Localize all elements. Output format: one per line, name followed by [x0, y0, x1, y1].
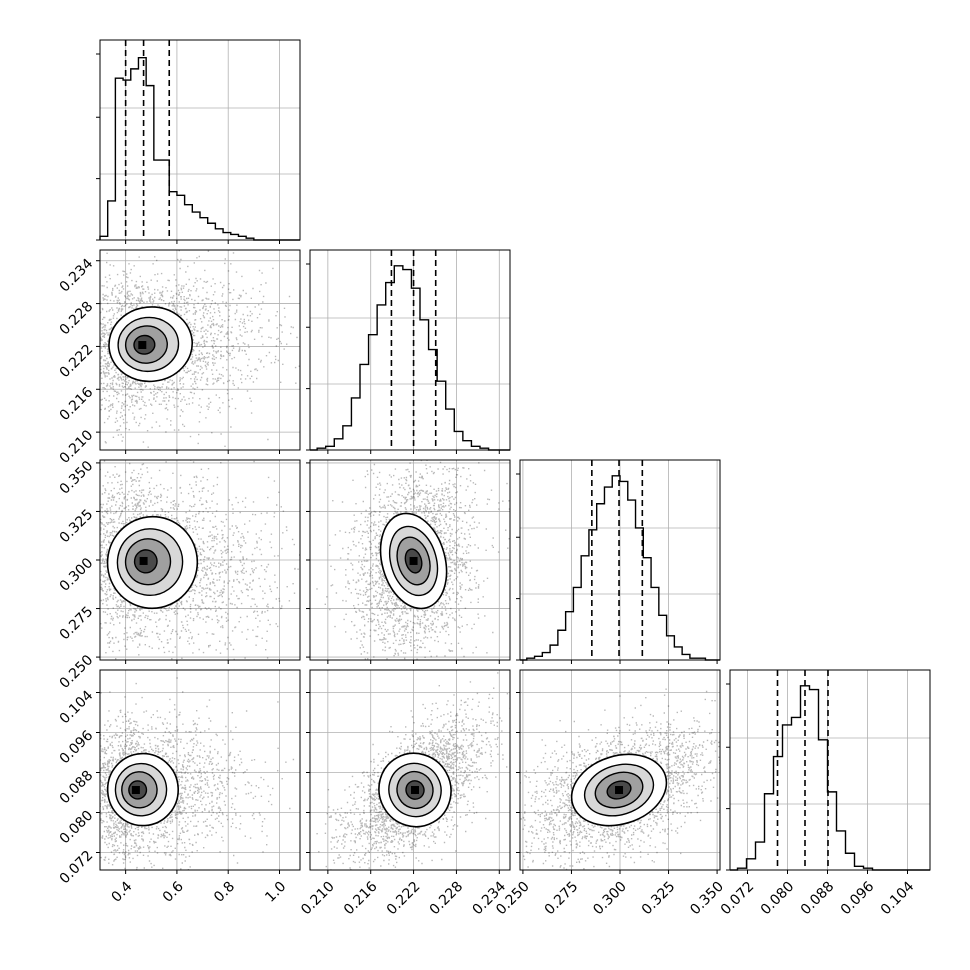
x-tick-label-p3: 0.088: [798, 879, 838, 919]
panel-frame: [99, 249, 301, 451]
density-layer: [316, 460, 510, 660]
histogram-step-p3: [730, 685, 930, 871]
scatter-panel-p1-p3: [306, 669, 511, 874]
density-layer: [520, 688, 720, 870]
histogram-step-p0: [99, 57, 300, 241]
y-tick-label-p2: 0.325: [57, 507, 97, 547]
sample-points: [100, 460, 300, 660]
y-tick-label-p1: 0.228: [57, 299, 97, 339]
y-tick-label-p2: 0.275: [57, 604, 97, 644]
x-tick-label-p3: 0.096: [838, 879, 878, 919]
x-tick-label-p1: 0.216: [341, 879, 381, 919]
y-tick-label-p3: 0.072: [57, 848, 97, 888]
panel-frame: [309, 249, 511, 451]
x-tick-label-p2: 0.325: [639, 879, 679, 919]
y-tick-label-p1: 0.216: [57, 384, 97, 424]
x-tick-label-p0: 1.0: [262, 879, 289, 906]
y-tick-label-p3: 0.096: [57, 727, 97, 767]
histogram-panel-p0: [96, 39, 301, 244]
histogram-panel-p2: [516, 459, 721, 664]
density-peak: [139, 556, 148, 565]
histogram-step-p2: [520, 475, 720, 661]
y-tick-label-p1: 0.222: [57, 341, 97, 381]
x-tick-label-p3: 0.072: [718, 879, 758, 919]
y-tick-label-p2: 0.250: [57, 652, 97, 692]
x-tick-label-p2: 0.275: [542, 879, 582, 919]
density-peak: [411, 786, 419, 794]
x-tick-label-p0: 0.8: [211, 879, 238, 906]
x-tick-label-p2: 0.350: [687, 879, 727, 919]
scatter-panel-p1-p2: [306, 459, 511, 664]
y-tick-label-p1: 0.234: [57, 256, 97, 296]
sample-points: [100, 250, 300, 448]
x-tick-label-p3: 0.104: [878, 879, 918, 919]
scatter-panel-p0-p2: [96, 459, 301, 664]
scatter-panel-p0-p3: [96, 669, 301, 874]
y-tick-label-p3: 0.088: [57, 768, 97, 808]
density-peak: [138, 341, 147, 349]
panel-frame: [729, 669, 931, 871]
panel-frame: [309, 669, 511, 871]
panel-frame: [99, 669, 301, 871]
x-tick-label-p1: 0.222: [384, 879, 424, 919]
density-layer: [100, 677, 300, 870]
histogram-panel-p1: [306, 249, 511, 454]
sample-points: [520, 688, 720, 870]
panel-frame: [99, 39, 301, 241]
y-tick-label-p2: 0.300: [57, 555, 97, 595]
y-tick-label-p3: 0.080: [57, 808, 97, 848]
histogram-panel-p3: [726, 669, 931, 874]
x-tick-label-p0: 0.4: [108, 879, 135, 906]
x-tick-label-p1: 0.210: [298, 879, 338, 919]
x-tick-label-p0: 0.6: [160, 879, 187, 906]
x-tick-label-p3: 0.080: [758, 879, 798, 919]
density-peak: [615, 786, 624, 794]
density-layer: [100, 250, 300, 448]
y-tick-label-p3: 0.104: [57, 687, 97, 727]
density-peak: [409, 556, 418, 565]
density-layer: [316, 672, 510, 870]
scatter-panel-p0-p1: [96, 249, 301, 454]
x-tick-label-p2: 0.300: [590, 879, 630, 919]
x-tick-label-p1: 0.228: [427, 879, 467, 919]
sample-points: [316, 672, 510, 870]
density-peak: [131, 786, 140, 794]
scatter-panel-p2-p3: [516, 669, 721, 874]
y-tick-label-p2: 0.350: [57, 458, 97, 498]
density-layer: [100, 460, 300, 660]
histogram-step-p1: [310, 265, 510, 451]
y-tick-label-p1: 0.210: [57, 427, 97, 467]
